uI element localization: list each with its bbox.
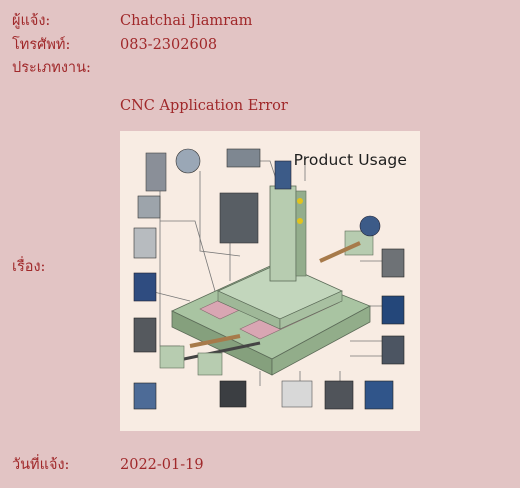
report-date-label: วันที่แจ้ง: — [12, 457, 70, 473]
reporter-value: Chatchai Jiamram — [120, 13, 253, 29]
report-date-value: 2022-01-19 — [120, 457, 204, 473]
cnc-machine-diagram — [133, 148, 405, 410]
attachment-image[interactable]: Product Usage — [120, 131, 420, 431]
subject-title: CNC Application Error — [120, 98, 288, 114]
phone-label: โทรศัพท์: — [12, 37, 71, 53]
phone-value: 083-2302608 — [120, 37, 218, 53]
reporter-label: ผู้แจ้ง: — [12, 13, 51, 29]
attachment-title: Product Usage — [293, 151, 407, 169]
subject-label: เรื่อง: — [12, 259, 46, 275]
job-type-label: ประเภทงาน: — [12, 60, 91, 76]
